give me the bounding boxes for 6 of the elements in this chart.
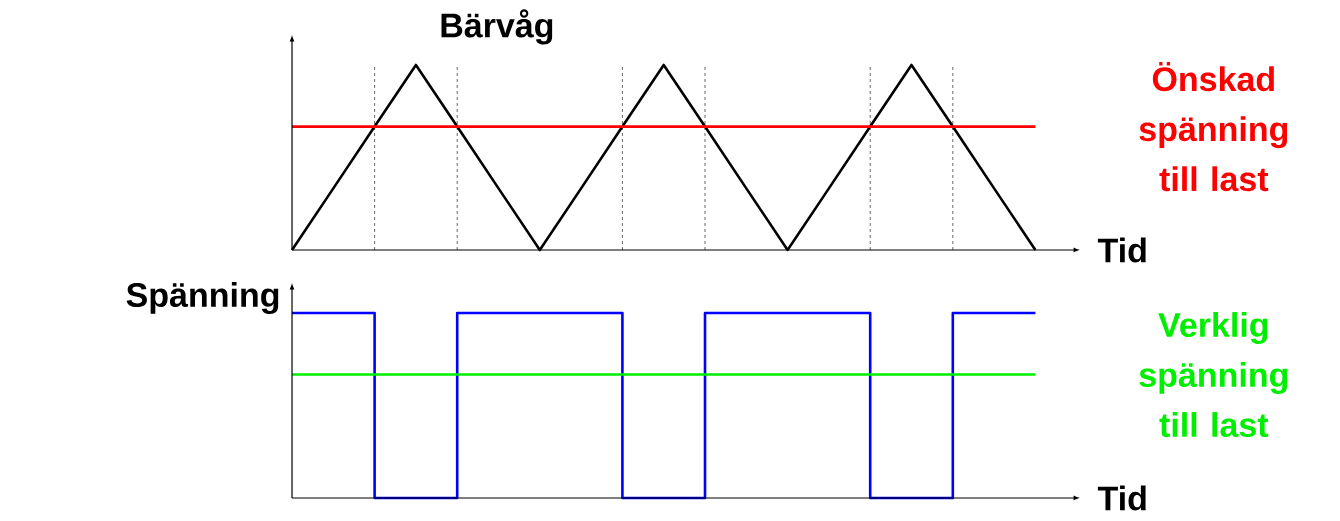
y-axis-title: Spänning (126, 282, 279, 314)
chart-title: Bärvåg (441, 9, 553, 45)
x-axis-title: Tid (1097, 485, 1146, 511)
x-axis-title: Tid (1097, 237, 1146, 263)
text: Önskad spänning till last (1139, 61, 1288, 192)
text: Verklig spänning till last (1139, 312, 1288, 438)
